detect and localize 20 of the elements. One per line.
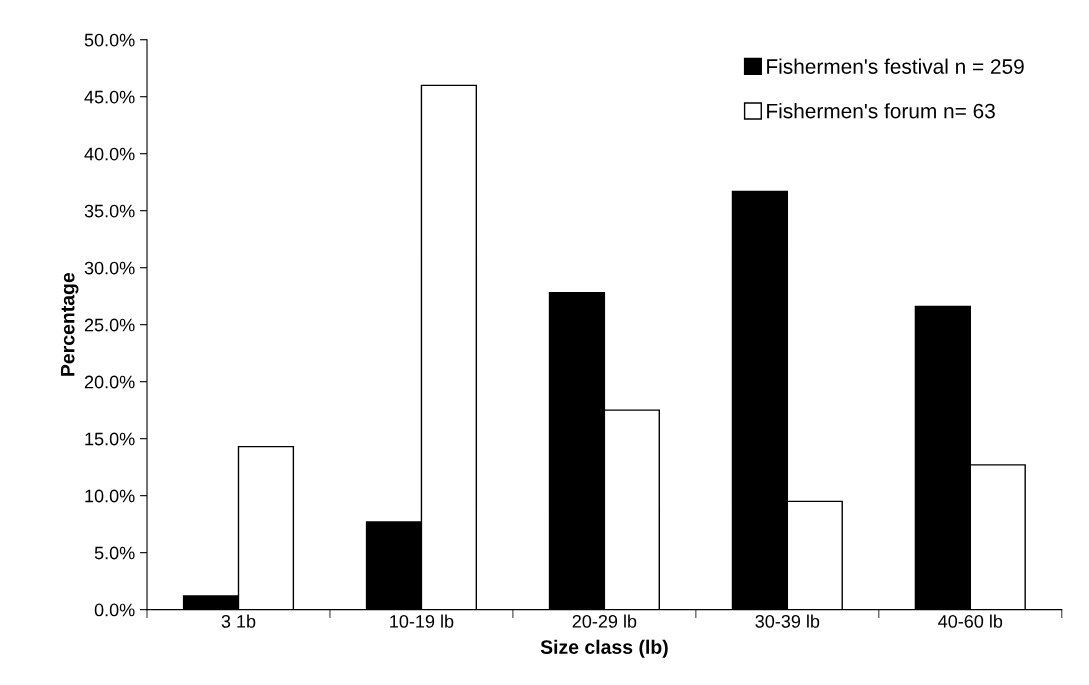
y-tick-label: 0.0% [94, 603, 135, 617]
y-tick-label: 10.0% [85, 489, 135, 503]
x-tick-label: 10-19 lb [390, 614, 454, 628]
y-axis-title: Percentage [60, 272, 79, 376]
y-tick-label: 20.0% [84, 375, 135, 389]
y-tick-label: 35.0% [84, 204, 135, 218]
y-tick-label: 50.0% [84, 33, 135, 47]
x-axis-title: Size class (lb) [540, 639, 668, 658]
y-tick-label: 45.0% [84, 90, 135, 104]
y-tick-label: 30.0% [84, 261, 135, 275]
y-tick-label: 25.0% [84, 318, 135, 332]
y-tick-label: 5.0% [94, 546, 135, 560]
x-tick-label: 3 1b [221, 614, 256, 628]
y-tick-label: 15.0% [85, 432, 135, 446]
x-tick-label: 30-39 lb [755, 614, 820, 628]
legend-label: Fishermen's forum n= 63 [767, 103, 995, 119]
x-tick-label: 40-60 lb [938, 614, 1003, 628]
x-tick-label: 20-29 lb [572, 614, 637, 628]
y-tick-label: 40.0% [84, 147, 135, 161]
legend-label: Fishermen's festival n = 259 [767, 58, 1024, 74]
